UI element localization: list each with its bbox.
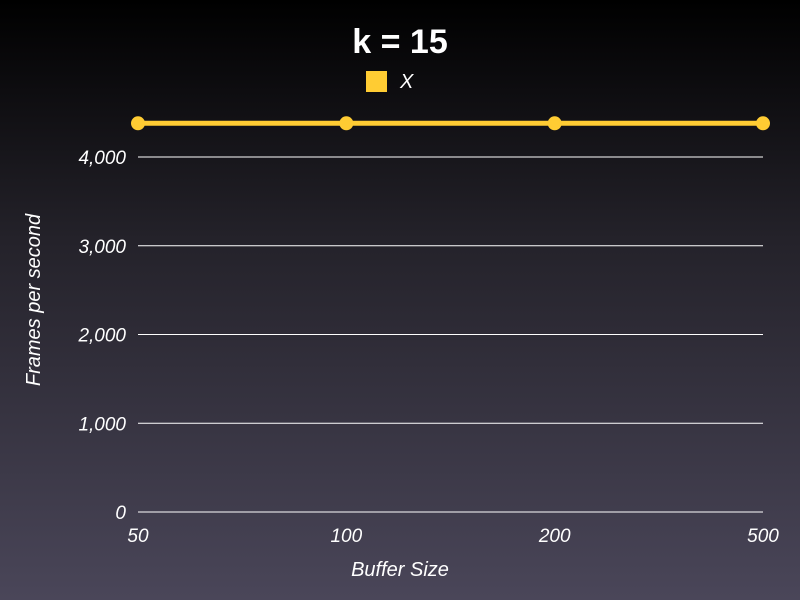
series-x (131, 116, 770, 131)
gridlines (138, 156, 763, 513)
y-tick-label: 2,000 (77, 326, 126, 347)
y-axis-label: Frames per second (23, 213, 45, 386)
x-tick-label: 200 (538, 526, 571, 547)
legend: X (366, 71, 414, 93)
x-axis-label: Buffer Size (351, 559, 449, 581)
y-tick-label: 1,000 (78, 414, 126, 435)
chart-title: k = 15 (352, 23, 447, 61)
y-axis-ticks: 0 1,000 2,000 3,000 4,000 (77, 148, 126, 524)
x-tick-label: 100 (330, 526, 362, 547)
data-point (131, 116, 145, 131)
data-point (756, 116, 770, 131)
legend-swatch (366, 71, 387, 92)
x-axis-ticks: 50 100 200 500 (127, 526, 779, 547)
x-tick-label: 50 (127, 526, 149, 547)
data-point (339, 116, 354, 131)
x-tick-label: 500 (747, 526, 779, 547)
y-tick-label: 3,000 (78, 237, 126, 258)
legend-label: X (399, 71, 414, 93)
y-tick-label: 4,000 (78, 148, 126, 169)
y-tick-label: 0 (115, 503, 126, 524)
data-point (547, 116, 562, 131)
